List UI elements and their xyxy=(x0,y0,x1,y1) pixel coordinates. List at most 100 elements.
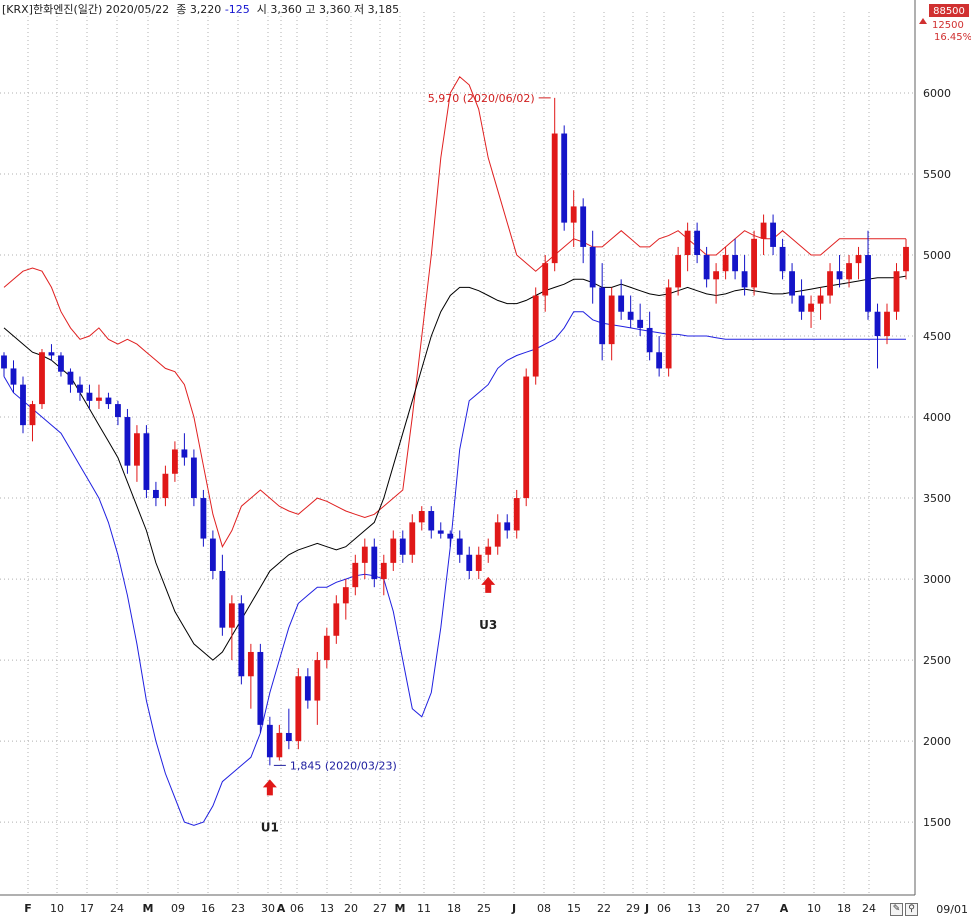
u1-signal-label: U1 xyxy=(261,820,279,834)
candle-body xyxy=(817,295,824,304)
x-tick-label: 11 xyxy=(417,902,431,915)
candle-body xyxy=(361,546,368,563)
candle-body xyxy=(10,368,17,385)
candle-body xyxy=(428,511,435,531)
x-tick-label: J xyxy=(644,902,649,915)
x-tick-label: 17 xyxy=(80,902,94,915)
candle-body xyxy=(295,676,302,742)
high-annotation: 5,970 (2020/06/02) xyxy=(428,92,535,105)
candle-body xyxy=(893,271,900,312)
symbol-label: [KRX]한화엔진(일간) xyxy=(2,3,103,16)
u3-signal-arrow-icon xyxy=(481,576,496,593)
candle-body xyxy=(314,660,321,701)
open-label: 시 xyxy=(256,3,267,16)
candle-body xyxy=(352,562,359,588)
candle-body xyxy=(561,133,568,223)
x-tick-label: 13 xyxy=(687,902,701,915)
candle-body xyxy=(485,546,492,555)
candle-body xyxy=(523,376,530,499)
candle-body xyxy=(399,538,406,555)
x-tick-label: 24 xyxy=(110,902,124,915)
draw-tool-button[interactable]: ✎ xyxy=(890,903,903,916)
candle-body xyxy=(570,206,577,223)
last-price-value: 88500 xyxy=(933,6,965,17)
range-value: 12500 xyxy=(932,20,964,31)
candle-body xyxy=(371,546,378,580)
candle-body xyxy=(494,522,501,547)
candle-body xyxy=(779,246,786,272)
x-tick-label: 18 xyxy=(447,902,461,915)
x-tick-label: 20 xyxy=(716,902,730,915)
candle-body xyxy=(760,222,767,239)
candle-body xyxy=(209,538,216,571)
candle-body xyxy=(143,433,150,490)
candle-body xyxy=(646,327,653,353)
candle-body xyxy=(722,255,729,272)
x-tick-label: 30 xyxy=(261,902,275,915)
candle-body xyxy=(333,603,340,636)
candle-body xyxy=(713,271,720,280)
y-tick-label: 2500 xyxy=(923,654,951,667)
x-tick-label: 29 xyxy=(626,902,640,915)
x-tick-label: 13 xyxy=(320,902,334,915)
x-tick-label: M xyxy=(143,902,154,915)
candle-body xyxy=(618,295,625,312)
candle-body xyxy=(58,355,64,372)
x-tick-label: 24 xyxy=(862,902,876,915)
candle-body xyxy=(751,238,757,288)
candle-body xyxy=(285,732,292,742)
x-tick-label: A xyxy=(277,902,286,915)
lower-band-line xyxy=(3,311,906,826)
candle-body xyxy=(1,355,7,369)
x-tick-label: 06 xyxy=(290,902,304,915)
x-tick-label: M xyxy=(395,902,406,915)
x-tick-label: 22 xyxy=(597,902,611,915)
range-percent: 16.45% xyxy=(934,32,971,43)
candle-body xyxy=(134,433,140,466)
x-tick-label: 18 xyxy=(837,902,851,915)
candle-body xyxy=(608,295,615,345)
candle-body xyxy=(798,295,805,312)
candle-body xyxy=(105,397,112,405)
candle-body xyxy=(115,404,121,418)
candle-body xyxy=(808,303,814,312)
candle-body xyxy=(542,263,549,296)
y-tick-label: 2000 xyxy=(923,735,951,748)
x-tick-label: 15 xyxy=(567,902,581,915)
candle-body xyxy=(20,384,26,426)
candle-body xyxy=(504,522,511,531)
candle-body xyxy=(665,287,672,369)
x-tick-label: 27 xyxy=(373,902,387,915)
candle-body xyxy=(694,230,701,256)
zoom-icon[interactable]: ⚲ xyxy=(905,903,918,916)
y-tick-label: 1500 xyxy=(923,816,951,829)
up-triangle-icon xyxy=(919,18,927,24)
candle-body xyxy=(418,511,425,523)
candle-body xyxy=(741,271,748,288)
candle-body xyxy=(257,651,264,725)
x-tick-label: 27 xyxy=(746,902,760,915)
y-tick-label: 5000 xyxy=(923,249,951,262)
y-tick-label: 3000 xyxy=(923,573,951,586)
candle-body xyxy=(181,449,188,458)
candle-body xyxy=(39,352,45,405)
upper-band-line xyxy=(3,76,906,548)
candle-body xyxy=(656,352,663,369)
candle-body xyxy=(903,246,909,272)
x-tick-label: J xyxy=(511,902,516,915)
x-tick-label: 08 xyxy=(537,902,551,915)
candle-body xyxy=(475,554,482,571)
candle-body xyxy=(456,538,463,555)
x-tick-label: 10 xyxy=(807,902,821,915)
candle-body xyxy=(342,587,349,604)
close-label: 종 xyxy=(176,3,187,16)
candle-body xyxy=(48,352,55,356)
candle-body xyxy=(513,498,520,531)
close-value: 3,220 xyxy=(189,3,222,16)
low-value: 3,185 xyxy=(367,3,400,16)
candle-body xyxy=(789,271,795,296)
candle-body xyxy=(276,732,283,758)
y-tick-label: 5500 xyxy=(923,168,951,181)
candle-body xyxy=(855,255,862,264)
